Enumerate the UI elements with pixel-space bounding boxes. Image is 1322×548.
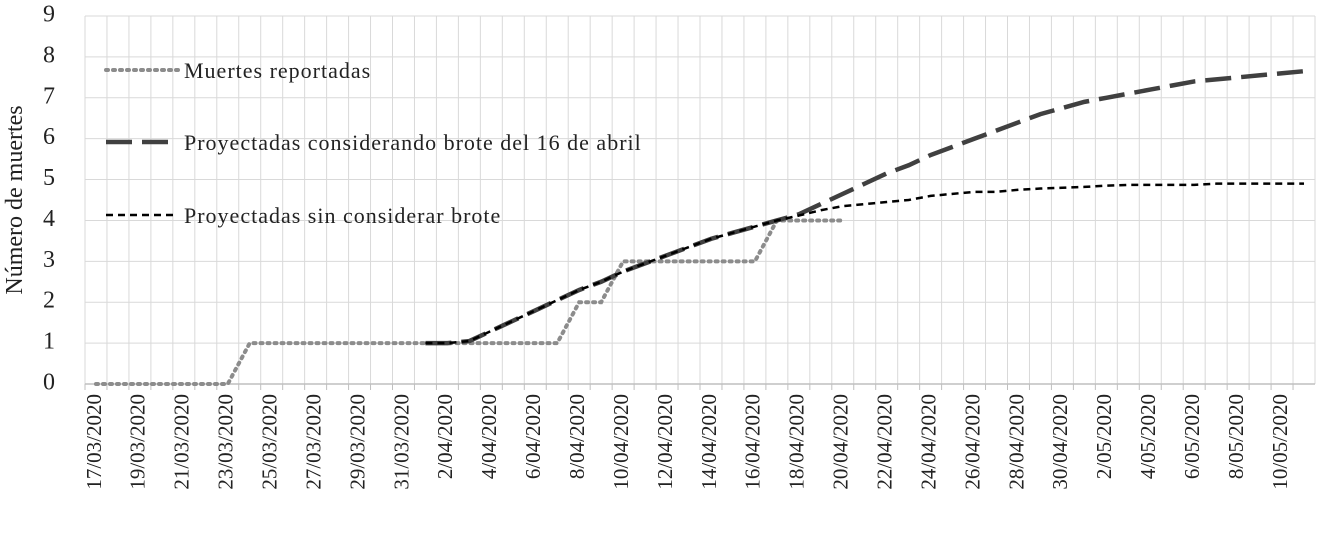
x-tick-label: 27/03/2020	[301, 394, 325, 490]
y-tick-label: 6	[43, 124, 55, 150]
y-tick-label: 2	[43, 288, 55, 314]
x-tick-label: 22/04/2020	[873, 394, 897, 490]
x-tick-label: 31/03/2020	[389, 394, 413, 490]
x-tick-label: 6/04/2020	[521, 394, 545, 479]
x-tick-label: 8/05/2020	[1224, 394, 1248, 479]
legend-label: Proyectadas considerando brote del 16 de…	[184, 130, 642, 155]
x-tick-label: 14/04/2020	[697, 394, 721, 490]
series-line	[425, 182, 1305, 345]
y-tick-label: 8	[43, 42, 55, 68]
x-tick-label: 12/04/2020	[653, 394, 677, 490]
legend-swatch	[106, 213, 178, 217]
x-tick-label: 17/03/2020	[82, 394, 106, 490]
x-tick-label: 26/04/2020	[960, 394, 984, 490]
legend-swatch	[104, 68, 180, 72]
legend-label: Muertes reportadas	[184, 58, 372, 83]
x-tick-label: 19/03/2020	[126, 394, 150, 490]
legend-item: Muertes reportadas	[104, 56, 714, 86]
legend-item: Proyectadas considerando brote del 16 de…	[104, 128, 714, 158]
x-tick-label: 20/04/2020	[829, 394, 853, 490]
x-tick-label: 2/04/2020	[433, 394, 457, 479]
x-tick-label: 10/05/2020	[1268, 394, 1292, 490]
y-tick-label: 9	[43, 2, 55, 28]
x-tick-label: 30/04/2020	[1048, 394, 1072, 490]
x-tick-label: 29/03/2020	[345, 394, 369, 490]
y-tick-label: 3	[43, 247, 55, 273]
x-tick-label: 28/04/2020	[1004, 394, 1028, 490]
x-tick-label: 2/05/2020	[1092, 394, 1116, 479]
x-tick-label: 4/05/2020	[1136, 394, 1160, 479]
y-axis-label: Número de muertes	[2, 105, 28, 294]
x-tick-label: 16/04/2020	[741, 394, 765, 490]
x-tick-label: 10/04/2020	[609, 394, 633, 490]
x-tick-label: 24/04/2020	[916, 394, 940, 490]
y-tick-label: 1	[43, 329, 55, 355]
x-tick-label: 23/03/2020	[214, 394, 238, 490]
x-tick-label: 25/03/2020	[258, 394, 282, 490]
x-tick-label: 8/04/2020	[565, 394, 589, 479]
y-tick-label: 4	[43, 206, 55, 232]
x-tick-label: 6/05/2020	[1180, 394, 1204, 479]
legend-swatch	[106, 139, 178, 145]
legend-label: Proyectadas sin considerar brote	[184, 203, 502, 228]
x-tick-label: 18/04/2020	[785, 394, 809, 490]
y-tick-label: 7	[43, 83, 55, 109]
y-tick-label: 5	[43, 165, 55, 191]
legend-item: Proyectadas sin considerar brote	[104, 201, 714, 231]
y-tick-label: 0	[43, 370, 55, 396]
x-tick-label: 4/04/2020	[477, 394, 501, 479]
x-tick-label: 21/03/2020	[170, 394, 194, 490]
